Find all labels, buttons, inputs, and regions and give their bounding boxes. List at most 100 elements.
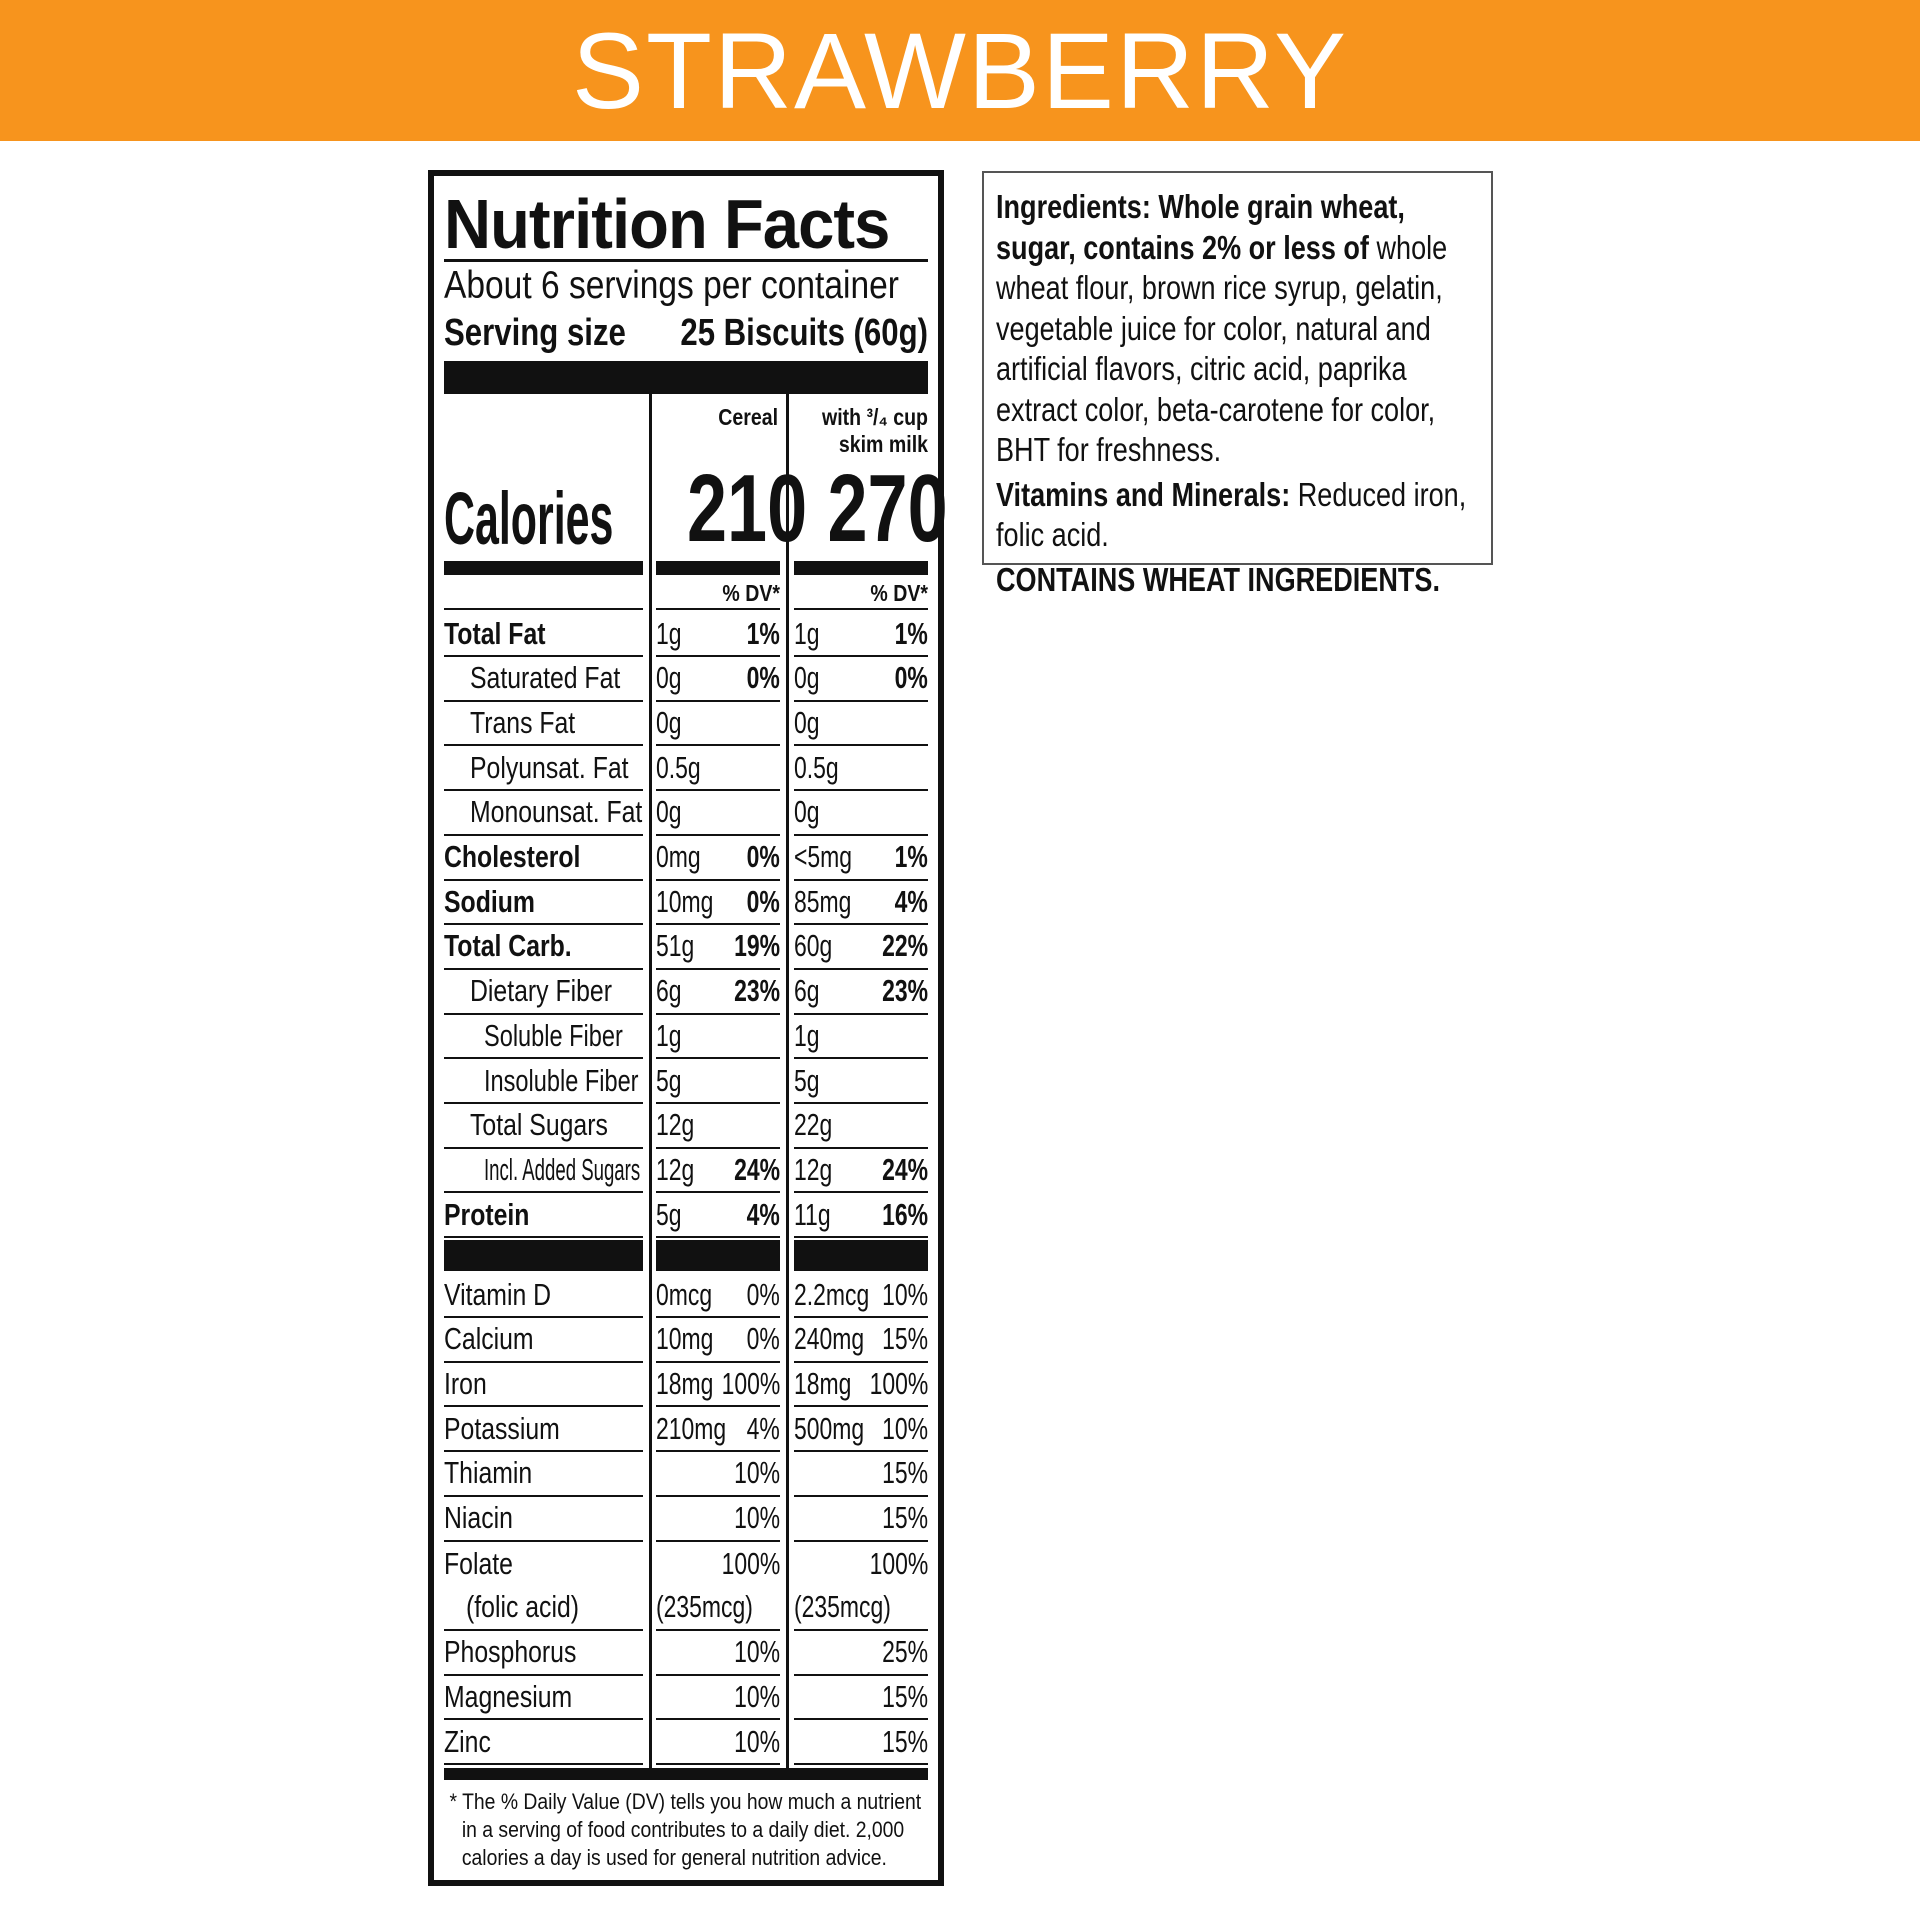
cereal-value-cell: 12g [656, 1104, 780, 1149]
nutrient-name-cell: Iron [444, 1362, 643, 1408]
serving-size-label: Serving size [444, 312, 626, 354]
amount: 85mg [794, 883, 852, 919]
nutrition-facts-panel: Nutrition Facts About 6 servings per con… [428, 170, 948, 1886]
footnote-line: * The % Daily Value (DV) tells you how m… [449, 1789, 922, 1814]
amount: 12g [656, 1107, 695, 1143]
amount: 51g [656, 928, 695, 964]
nutrient-name-cell: Saturated Fat [444, 657, 643, 702]
milk-value-cell: 22g [794, 1104, 928, 1149]
divider [444, 259, 928, 262]
amount: 0mcg [656, 1276, 713, 1312]
milk-value-cell: 15% [794, 1720, 928, 1765]
daily-value-percent: 15% [882, 1678, 928, 1714]
nutrient-name: Cholesterol [444, 839, 581, 874]
amount: 0mg [656, 839, 701, 874]
dv-header-milk: % DV* [870, 580, 928, 606]
daily-value-percent: 10% [734, 1723, 780, 1759]
divider [656, 608, 780, 610]
cereal-value-cell: 0.5g [656, 746, 780, 792]
daily-value-percent: 23% [882, 973, 928, 1009]
thick-bar [656, 1240, 780, 1271]
milk-value-cell: 100% [794, 1541, 928, 1586]
daily-value-percent: 0% [746, 660, 780, 696]
milk-value-cell: 18mg 100% [794, 1362, 928, 1408]
nutrient-name: Protein [444, 1196, 530, 1232]
milk-value-cell: 0g [794, 791, 928, 836]
nutrient-name-cell: Soluble Fiber [444, 1014, 643, 1060]
cereal-value-cell: 10% [656, 1675, 780, 1721]
nutrient-name-cell: Dietary Fiber [444, 970, 643, 1015]
calories-label: Calories [444, 477, 614, 560]
milk-value-cell: 0g [794, 701, 928, 747]
nutrient-name-cell: Sodium [444, 880, 643, 926]
nutrient-name-cell: Total Sugars [444, 1104, 643, 1149]
cereal-value-cell: 1g 1% [656, 612, 780, 657]
footnote-line: in a serving of food contributes to a da… [461, 1817, 905, 1842]
nutrient-name-cell: Incl. Added Sugars [444, 1148, 643, 1194]
milk-value-cell: 85mg 4% [794, 880, 928, 926]
nutrient-name: Calcium [444, 1321, 534, 1357]
amount: 10mg [656, 883, 714, 919]
nutrient-name-cell: Total Fat [444, 612, 643, 657]
divider [444, 608, 643, 610]
daily-value-percent: 24% [734, 1151, 780, 1187]
ingredients-bold: Ingredients: Whole grain wheat, sugar, c… [996, 188, 1405, 266]
amount: 12g [656, 1151, 695, 1187]
amount: 0.5g [656, 749, 701, 785]
nutrient-name-cell: Vitamin D [444, 1273, 643, 1318]
nutrient-name: Polyunsat. Fat [470, 749, 629, 785]
daily-value-percent: 1% [894, 615, 928, 651]
amount: 1g [794, 615, 820, 651]
cereal-column-header: Cereal [718, 404, 778, 430]
thick-bar [444, 361, 928, 394]
servings-per-container: About 6 servings per container [444, 264, 899, 307]
daily-value-percent: 16% [882, 1196, 928, 1232]
milk-column-header-line2: skim milk [838, 431, 928, 457]
daily-value-percent: 23% [734, 973, 780, 1009]
nutrient-name: Sodium [444, 883, 535, 919]
daily-value-percent: 100% [721, 1365, 780, 1401]
nutrient-name: Thiamin [444, 1455, 533, 1491]
amount: 6g [794, 973, 820, 1009]
amount: <5mg [794, 839, 853, 874]
milk-value-cell: 0.5g [794, 746, 928, 792]
amount: 2.2mcg [794, 1276, 870, 1312]
thick-bar [794, 1240, 928, 1271]
milk-column-header-line1: with ³/₄ cup [822, 404, 928, 430]
nutrient-name: Total Carb. [444, 928, 572, 964]
thick-bar [444, 1240, 643, 1271]
nutrient-name: (folic acid) [466, 1589, 580, 1625]
daily-value-percent: 10% [882, 1276, 928, 1312]
ingredients-panel: Ingredients: Whole grain wheat, sugar, c… [982, 171, 1493, 598]
daily-value-percent: 25% [882, 1634, 928, 1670]
amount: 0.5g [794, 749, 839, 785]
daily-value-percent: 15% [882, 1321, 928, 1357]
cereal-value-cell: 6g 23% [656, 970, 780, 1015]
nutrient-name: Total Sugars [470, 1107, 608, 1143]
daily-value-percent: 0% [746, 839, 780, 874]
nutrient-name: Soluble Fiber [484, 1017, 623, 1053]
amount: 0g [656, 704, 682, 740]
cereal-value-cell: 10% [656, 1452, 780, 1497]
amount: 6g [656, 973, 682, 1009]
ingredients-text: Ingredients: Whole grain wheat, sugar, c… [996, 187, 1488, 471]
milk-value-cell: <5mg 1% [794, 836, 928, 881]
nutrient-name-cell: Magnesium [444, 1675, 643, 1721]
nutrient-name-cell: Monounsat. Fat [444, 791, 643, 836]
daily-value-percent: 4% [746, 1410, 780, 1446]
column-divider [649, 394, 652, 1770]
cereal-value-cell: 100% [656, 1541, 780, 1586]
daily-value-percent: 100% [869, 1365, 928, 1401]
thick-bar [444, 1768, 928, 1780]
cereal-value-cell: 18mg 100% [656, 1362, 780, 1408]
daily-value-percent: 24% [882, 1151, 928, 1187]
milk-value-cell: 0g 0% [794, 657, 928, 702]
cereal-value-cell: 5g [656, 1059, 780, 1104]
amount: (235mcg) [794, 1589, 891, 1625]
amount: 12g [794, 1151, 833, 1187]
daily-value-percent: 19% [734, 928, 780, 964]
dv-header-cereal: % DV* [722, 580, 780, 606]
milk-value-cell: 6g 23% [794, 970, 928, 1015]
footnote-line: calories a day is used for general nutri… [461, 1845, 887, 1870]
nutrient-name-cell: Polyunsat. Fat [444, 746, 643, 792]
